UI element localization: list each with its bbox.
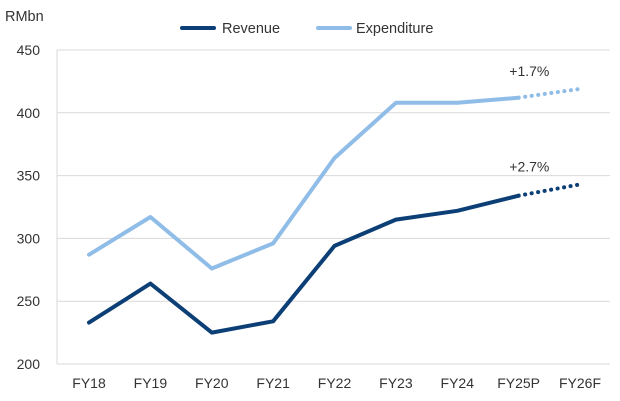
y-tick-label-350: 350 bbox=[17, 168, 41, 184]
point-revenue-fy22 bbox=[333, 244, 337, 248]
point-revenue-fy19 bbox=[148, 282, 152, 286]
y-tick-label-200: 200 bbox=[17, 356, 41, 372]
y-tick-label-250: 250 bbox=[17, 293, 41, 309]
annotation-expenditure-growth: +1.7% bbox=[509, 63, 549, 79]
point-expenditure-fy20 bbox=[210, 267, 214, 271]
legend-label-expenditure: Expenditure bbox=[356, 21, 433, 37]
x-tick-label-fy23: FY23 bbox=[379, 375, 413, 391]
point-revenue-fy26f bbox=[578, 182, 582, 186]
point-expenditure-fy23 bbox=[394, 101, 398, 105]
x-tick-label-fy20: FY20 bbox=[195, 375, 229, 391]
x-tick-label-fy24: FY24 bbox=[441, 375, 475, 391]
point-expenditure-fy19 bbox=[148, 215, 152, 219]
series-expenditure bbox=[87, 86, 582, 271]
legend-item-expenditure: Expenditure bbox=[316, 21, 433, 37]
series-layer bbox=[87, 86, 582, 335]
gridlines bbox=[57, 49, 610, 365]
annotation-revenue-growth: +2.7% bbox=[509, 158, 549, 174]
chart-legend: Revenue Expenditure bbox=[180, 21, 433, 37]
x-tick-label-fy26f: FY26F bbox=[559, 375, 601, 391]
y-tick-label-400: 400 bbox=[17, 105, 41, 121]
series-line-revenue bbox=[87, 193, 521, 335]
point-expenditure-fy25p bbox=[517, 96, 521, 100]
x-tick-label-fy25p: FY25P bbox=[497, 375, 540, 391]
point-expenditure-fy18 bbox=[87, 253, 91, 257]
point-expenditure-fy21 bbox=[271, 241, 275, 245]
annotations: +2.7% +1.7% bbox=[509, 63, 549, 174]
series-revenue bbox=[87, 182, 582, 335]
point-revenue-fy25p bbox=[517, 194, 521, 198]
x-axis: FY18 FY19 FY20 FY21 FY22 FY23 FY24 FY25P FY26F bbox=[72, 375, 601, 391]
y-tick-label-450: 450 bbox=[17, 42, 41, 58]
point-revenue-fy21 bbox=[271, 319, 275, 323]
series-projection-revenue bbox=[516, 182, 582, 198]
legend-label-revenue: Revenue bbox=[222, 21, 280, 37]
series-line-expenditure bbox=[87, 95, 521, 271]
point-expenditure-fy24 bbox=[455, 101, 459, 105]
point-revenue-fy20 bbox=[210, 331, 214, 335]
y-axis-unit-label: RMbn bbox=[5, 9, 44, 25]
point-expenditure-fy22 bbox=[333, 156, 337, 160]
point-revenue-fy23 bbox=[394, 218, 398, 222]
point-revenue-fy18 bbox=[87, 321, 91, 325]
x-tick-label-fy19: FY19 bbox=[134, 375, 168, 391]
y-tick-label-300: 300 bbox=[17, 230, 41, 246]
point-revenue-fy24 bbox=[455, 209, 459, 213]
x-tick-label-fy21: FY21 bbox=[256, 375, 290, 391]
point-expenditure-fy26f bbox=[578, 87, 582, 91]
x-tick-label-fy22: FY22 bbox=[318, 375, 352, 391]
legend-item-revenue: Revenue bbox=[180, 21, 280, 37]
series-projection-expenditure bbox=[516, 86, 582, 100]
x-tick-label-fy18: FY18 bbox=[72, 375, 106, 391]
y-axis: 200 250 300 350 400 450 bbox=[17, 42, 58, 372]
